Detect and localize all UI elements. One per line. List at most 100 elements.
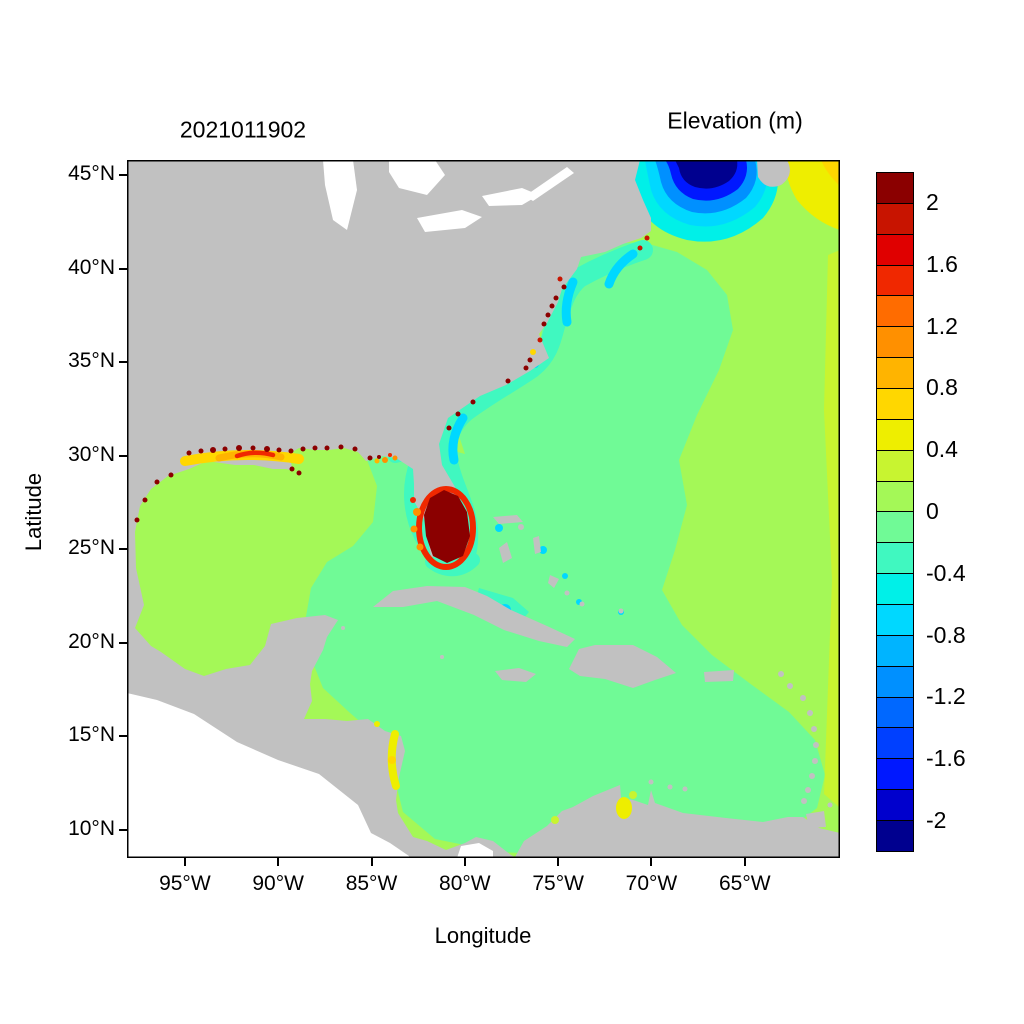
colorbar-cell	[877, 605, 913, 636]
circle-map-shape	[300, 446, 306, 452]
y-tick-label: 35°N	[68, 349, 115, 373]
north-america-landmass	[127, 160, 840, 858]
path-map-shape	[389, 160, 445, 195]
circle-map-shape	[134, 517, 140, 523]
path-map-shape	[499, 542, 512, 563]
scotian-shelf-gold-streak	[821, 160, 840, 186]
circle-map-shape	[367, 455, 373, 461]
colorbar-cell	[877, 666, 913, 698]
x-tick-label: 80°W	[439, 872, 491, 895]
circle-map-shape	[541, 321, 547, 327]
circle-map-shape	[827, 802, 833, 808]
colorbar-tick-label: 2	[926, 188, 939, 215]
y-tick-mark	[119, 454, 127, 457]
circle-map-shape	[787, 683, 793, 689]
circle-map-shape	[523, 365, 529, 371]
circle-map-shape	[518, 524, 524, 530]
colorbar-cell	[877, 265, 913, 297]
y-tick-label: 20°N	[68, 629, 115, 653]
y-tick-label: 40°N	[68, 255, 115, 279]
circle-map-shape	[142, 497, 148, 503]
circle-map-shape	[374, 721, 380, 727]
west-florida-orange-dots	[410, 508, 424, 551]
circle-map-shape	[168, 472, 174, 478]
path-map-shape	[704, 670, 734, 682]
x-tick-mark	[463, 858, 466, 866]
colorbar-cell	[877, 543, 913, 575]
y-tick-label: 45°N	[68, 161, 115, 185]
gulf-coast-fringe-dots	[134, 284, 567, 523]
circle-map-shape	[416, 543, 424, 551]
colorbar-tick-label: 1.2	[926, 312, 958, 339]
y-tick-mark	[119, 641, 127, 644]
circle-map-shape	[562, 573, 568, 579]
path-map-shape	[482, 188, 539, 206]
y-tick-label: 25°N	[68, 536, 115, 560]
circle-map-shape	[561, 284, 567, 290]
x-tick-mark	[650, 858, 653, 866]
east-edge-positive-band	[824, 250, 840, 808]
circle-map-shape	[388, 453, 392, 457]
x-tick-mark	[743, 858, 746, 866]
caribbean-islands-group	[341, 515, 833, 828]
path-map-shape	[604, 249, 638, 289]
circle-map-shape	[222, 446, 228, 452]
colorbar-cell	[877, 821, 913, 851]
x-tick-label: 85°W	[345, 872, 398, 895]
colorbar-cell	[877, 234, 913, 266]
circle-map-shape	[210, 447, 216, 453]
path-map-shape	[548, 575, 559, 588]
circle-map-shape	[440, 655, 444, 659]
circle-map-shape	[682, 786, 688, 792]
colorbar-cell	[877, 450, 913, 482]
gulf-of-panama-outside-domain	[457, 843, 493, 858]
colorbar-cell	[877, 389, 913, 420]
colorbar-cell	[877, 697, 913, 729]
x-tick-mark	[370, 858, 373, 866]
circle-map-shape	[549, 303, 555, 309]
y-tick-mark	[119, 735, 127, 738]
colorbar	[876, 172, 914, 852]
colorbar-tick-label: -0.4	[926, 559, 966, 586]
circle-map-shape	[410, 525, 418, 533]
y-tick-label: 10°N	[68, 816, 115, 840]
colorbar-cell	[877, 635, 913, 667]
x-tick-label: 75°W	[532, 872, 584, 895]
circle-map-shape	[312, 445, 318, 451]
circle-map-shape	[410, 497, 416, 503]
plot-border	[127, 160, 840, 858]
circle-map-shape	[392, 455, 398, 461]
y-tick-label: 30°N	[68, 442, 115, 466]
x-tick-mark	[277, 858, 280, 866]
circle-map-shape	[495, 524, 503, 532]
colorbar-tick-label: 0	[926, 498, 939, 524]
circle-map-shape	[618, 608, 624, 614]
x-tick-mark	[183, 858, 186, 866]
colorbar-cell	[877, 790, 913, 822]
circle-map-shape	[805, 787, 811, 793]
y-tick-mark	[119, 548, 127, 551]
x-tick-mark	[557, 858, 560, 866]
colorbar-tick-label: 0.8	[926, 374, 958, 401]
x-tick-label: 65°W	[719, 872, 771, 895]
ocean-near-zero-negative-region	[305, 242, 825, 856]
y-tick-label: 15°N	[68, 723, 115, 747]
path-map-shape	[495, 668, 536, 682]
y-tick-mark	[119, 267, 127, 270]
circle-map-shape	[377, 455, 381, 459]
hatteras-yellow-speck	[530, 349, 536, 355]
colombia-coast-spot	[551, 816, 559, 824]
path-map-shape	[448, 413, 468, 465]
colorbar-cell	[877, 358, 913, 390]
circle-map-shape	[778, 671, 784, 677]
circle-map-shape	[352, 446, 358, 452]
circle-map-shape	[296, 470, 302, 476]
circle-map-shape	[557, 276, 563, 282]
circle-map-shape	[198, 448, 204, 454]
y-tick-mark	[119, 173, 127, 176]
y-tick-mark	[119, 828, 127, 831]
colorbar-tick-label: 1.6	[926, 250, 958, 277]
run-timestamp-title: 2021011902	[179, 116, 307, 143]
path-map-shape	[373, 586, 575, 647]
circle-map-shape	[264, 446, 270, 452]
